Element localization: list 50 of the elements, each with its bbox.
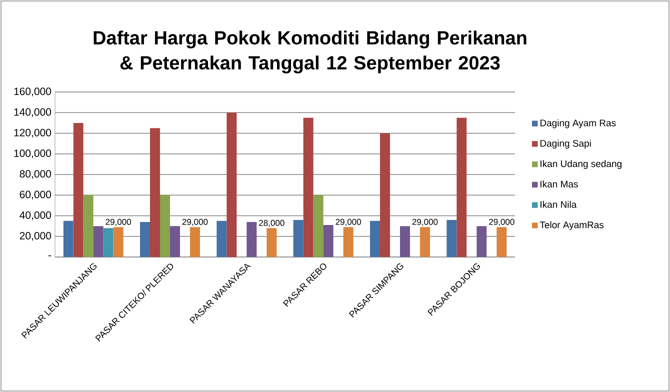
bar [93, 226, 104, 257]
legend-label: Ikan Nila [540, 200, 577, 208]
bar [343, 227, 354, 257]
bar [63, 220, 74, 257]
bar [420, 227, 430, 257]
bar [83, 195, 94, 257]
data-label: 29,000 [412, 218, 438, 226]
bar [380, 133, 390, 257]
y-tick-label: 120,000 [14, 128, 52, 138]
y-tick-label: 80,000 [20, 170, 52, 179]
y-tick-label: 140,000 [14, 108, 52, 117]
bar [293, 220, 304, 257]
data-label: 29,000 [182, 218, 208, 226]
bar [496, 227, 507, 257]
data-label: 29,000 [106, 218, 131, 226]
legend-label: Ikan Udang sedang [540, 160, 622, 169]
bar [246, 222, 257, 257]
bar [170, 226, 180, 257]
y-tick-label: - [48, 255, 51, 256]
data-label: 28,000 [259, 220, 284, 227]
bar [226, 112, 237, 257]
bar [400, 226, 410, 257]
bar [313, 195, 324, 257]
chart-title: Daftar Harga Pokok Komoditi Bidang Perikanan & Peternakan Tanggal 12 September 2023 [94, 30, 526, 74]
y-tick-label: 100,000 [14, 150, 52, 158]
bar [456, 118, 467, 257]
bar [113, 227, 124, 257]
bar [303, 118, 314, 257]
legend-label: Ikan Mas [540, 180, 578, 188]
y-tick-label: 60,000 [20, 190, 52, 200]
bar [216, 220, 227, 257]
bar [476, 226, 487, 257]
bar [140, 222, 150, 257]
bar [266, 228, 277, 257]
bar [323, 225, 334, 257]
y-tick-label: 40,000 [20, 211, 52, 220]
y-tick-label: 160,000 [14, 88, 52, 96]
data-label: 29,000 [336, 218, 361, 226]
data-label: 29,000 [489, 218, 514, 226]
bar [150, 128, 160, 257]
legend-label: Daging Sapi [540, 140, 591, 149]
bar [446, 220, 457, 257]
bar [103, 228, 114, 257]
legend-label: Telor AyamRas [540, 221, 604, 230]
bar [190, 227, 200, 257]
bar [160, 195, 170, 257]
y-tick-label: 20,000 [20, 232, 52, 241]
legend-label: Daging Ayam Ras [540, 119, 616, 128]
bar [73, 122, 84, 257]
bar [370, 220, 380, 257]
